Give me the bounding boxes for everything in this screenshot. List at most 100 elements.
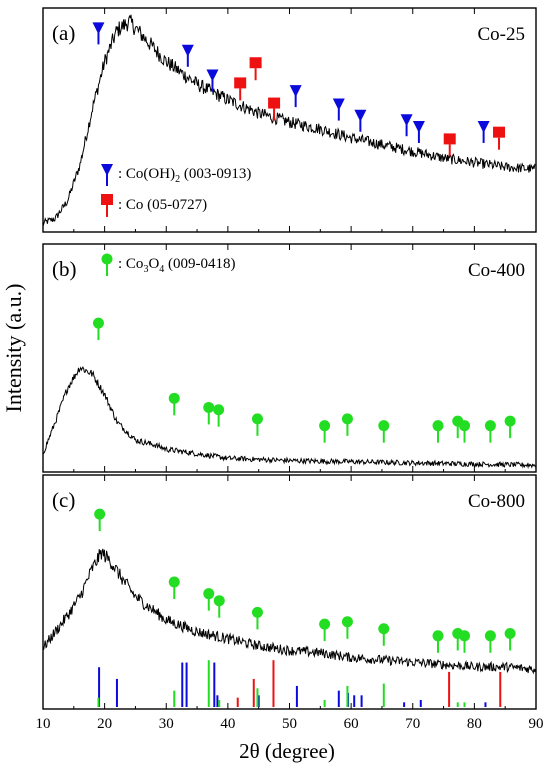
- peak-marker: [213, 404, 225, 427]
- triangle-shape: [181, 44, 194, 57]
- triangle-shape: [332, 98, 345, 111]
- circle-shape: [378, 623, 390, 635]
- panel-label: (b): [52, 257, 77, 281]
- x-axis-label: 2θ (degree): [239, 739, 335, 763]
- x-tick-label: 50: [282, 716, 297, 732]
- panel-frame: [42, 474, 537, 710]
- legend-symbol: [101, 194, 113, 217]
- peak-marker: [341, 616, 353, 639]
- peak-marker: [319, 420, 331, 443]
- peak-marker: [92, 317, 104, 341]
- circle-shape: [251, 413, 263, 425]
- circle-shape: [213, 595, 225, 607]
- peak-marker: [234, 77, 247, 101]
- peak-marker: [484, 630, 496, 653]
- peak-marker: [251, 413, 263, 436]
- circle-shape: [168, 392, 180, 404]
- triangle-shape: [477, 120, 490, 133]
- circle-shape: [203, 401, 215, 413]
- peak-marker: [400, 114, 413, 137]
- triangle-shape: [92, 22, 105, 35]
- x-tick-label: 40: [220, 716, 235, 732]
- circle-shape: [319, 420, 331, 432]
- panel-frame: [42, 7, 537, 233]
- y-axis-label: Intensity (a.u.): [1, 284, 26, 413]
- legend-entry: : Co (05-0727): [101, 194, 207, 217]
- panel-label: (c): [52, 488, 75, 512]
- circle-shape: [504, 627, 516, 639]
- square-shape: [493, 126, 506, 138]
- circle-shape: [213, 404, 225, 416]
- panels-group: (a) Co-25: Co(OH)2 (003-0913): Co (05-072…: [42, 7, 537, 710]
- triangle-shape: [412, 120, 425, 133]
- peak-marker: [203, 401, 215, 425]
- triangle-shape: [206, 69, 219, 82]
- circle-shape: [203, 588, 215, 600]
- peak-marker: [443, 133, 456, 157]
- x-tick-label: 60: [344, 716, 359, 732]
- circle-shape: [378, 420, 390, 432]
- legend-entry: : Co3O4 (009-0418): [101, 253, 236, 276]
- panel-a: (a) Co-25: Co(OH)2 (003-0913): Co (05-072…: [42, 7, 537, 233]
- panel-frame: [42, 243, 537, 473]
- circle-shape: [504, 415, 516, 427]
- circle-shape: [168, 576, 180, 588]
- legend-text: : Co (05-0727): [118, 197, 207, 213]
- xrd-trace-line: [42, 548, 536, 675]
- triangle-shape: [101, 164, 113, 176]
- xrd-trace-line: [42, 366, 536, 469]
- circle-shape: [341, 413, 353, 425]
- square-shape: [268, 97, 281, 109]
- peak-marker: [249, 57, 262, 81]
- xrd-trace-line: [42, 14, 536, 226]
- peak-marker: [206, 69, 219, 92]
- circle-shape: [319, 618, 331, 630]
- square-shape: [443, 133, 456, 145]
- square-shape: [234, 77, 247, 89]
- peak-marker: [432, 420, 444, 443]
- circle-shape: [484, 630, 496, 642]
- legend-symbol: [101, 164, 113, 186]
- panel-b: (b) Co-400: Co3O4 (009-0418): [42, 243, 537, 473]
- peak-marker: [378, 420, 390, 443]
- peak-marker: [268, 97, 281, 121]
- square-shape: [249, 57, 262, 69]
- circle-shape: [432, 630, 444, 642]
- x-tick-label: 80: [467, 716, 482, 732]
- sample-label: Co-800: [468, 491, 525, 512]
- peak-marker: [168, 392, 180, 416]
- panel-label: (a): [52, 21, 75, 45]
- x-tick-label: 90: [529, 716, 544, 732]
- peak-marker: [477, 120, 490, 143]
- peak-marker: [251, 606, 263, 630]
- square-shape: [101, 194, 113, 205]
- peak-marker: [484, 420, 496, 443]
- peak-marker: [432, 630, 444, 653]
- legend-entry: : Co(OH)2 (003-0913): [101, 164, 251, 186]
- x-tick-label: 70: [405, 716, 420, 732]
- peak-marker: [412, 120, 425, 143]
- triangle-shape: [289, 85, 302, 98]
- circle-shape: [484, 420, 496, 432]
- x-tick-label: 30: [159, 716, 174, 732]
- circle-shape: [341, 616, 353, 628]
- peak-marker: [203, 588, 215, 611]
- peak-marker: [459, 630, 471, 653]
- legend-symbol: [101, 253, 113, 276]
- peak-marker: [354, 109, 367, 132]
- peak-marker: [92, 22, 105, 45]
- x-tick-label: 10: [36, 716, 51, 732]
- peak-marker: [213, 595, 225, 618]
- legend-text: : Co3O4 (009-0418): [118, 256, 236, 275]
- legend-text: : Co(OH)2 (003-0913): [118, 166, 251, 185]
- peak-marker: [319, 618, 331, 642]
- circle-shape: [459, 630, 471, 642]
- peak-marker: [94, 508, 106, 532]
- peak-marker: [289, 85, 302, 108]
- peak-marker: [504, 415, 516, 439]
- peak-marker: [493, 126, 506, 150]
- triangle-shape: [400, 114, 413, 127]
- circle-shape: [94, 508, 106, 520]
- circle-shape: [92, 317, 104, 329]
